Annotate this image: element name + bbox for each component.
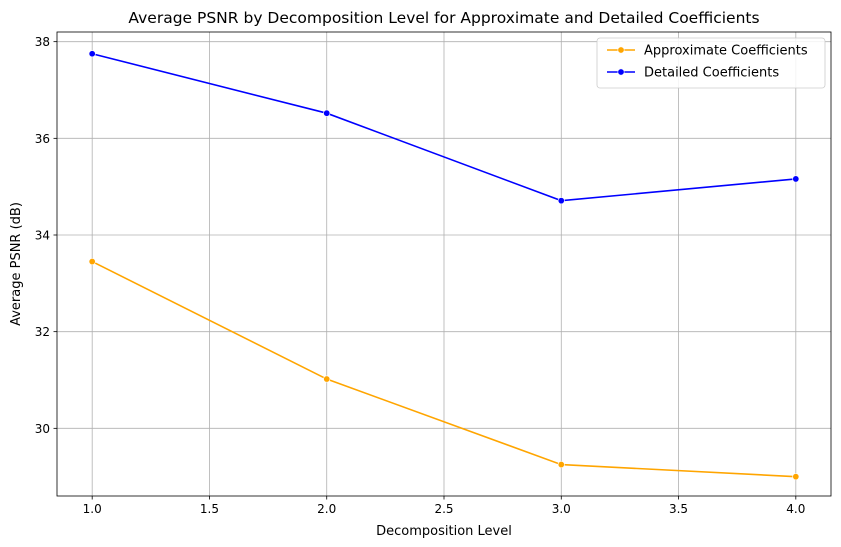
series-approximate-coefficients (88, 258, 800, 481)
data-point (88, 50, 96, 58)
series-line (91, 260, 796, 478)
legend-item: Approximate Coefficients (607, 44, 808, 59)
legend-label: Approximate Coefficients (644, 44, 808, 59)
x-axis-title: Decomposition Level (376, 524, 512, 539)
y-tick-label: 32 (35, 325, 50, 339)
x-tick-label: 2.5 (434, 502, 453, 516)
y-axis-title: Average PSNR (dB) (9, 202, 24, 326)
y-tick-label: 30 (35, 422, 50, 436)
x-tick-label: 3.5 (669, 502, 688, 516)
y-tick-label: 36 (35, 132, 50, 146)
data-point (557, 461, 565, 469)
data-point (792, 175, 800, 183)
data-point (323, 109, 331, 117)
x-tick-label: 1.0 (83, 502, 102, 516)
legend-box (596, 37, 826, 89)
legend: Approximate Coefficients Detailed Coeffic… (596, 37, 826, 89)
x-tick-label: 1.5 (200, 502, 219, 516)
x-tick-label: 3.0 (552, 502, 571, 516)
data-point (88, 258, 96, 266)
legend-label: Detailed Coefficients (644, 66, 779, 81)
legend-item: Detailed Coefficients (607, 66, 779, 81)
y-tick-label: 38 (35, 35, 50, 49)
legend-marker (617, 68, 625, 76)
series-line (91, 52, 796, 202)
series-detailed-coefficients (88, 50, 800, 205)
y-tick-label: 34 (35, 229, 50, 243)
x-tick-label: 4.0 (786, 502, 805, 516)
data-point (323, 375, 331, 383)
data-point (792, 473, 800, 481)
legend-marker (617, 46, 625, 54)
grid (57, 32, 831, 496)
x-tick-label: 2.0 (317, 502, 336, 516)
plot-series (88, 50, 800, 481)
axis-ticks: 1.0 1.5 2.0 2.5 3.0 3.5 4.0 30 32 34 36 38 (35, 35, 806, 516)
chart-title: Average PSNR by Decomposition Level for … (128, 9, 759, 27)
data-point (557, 197, 565, 205)
